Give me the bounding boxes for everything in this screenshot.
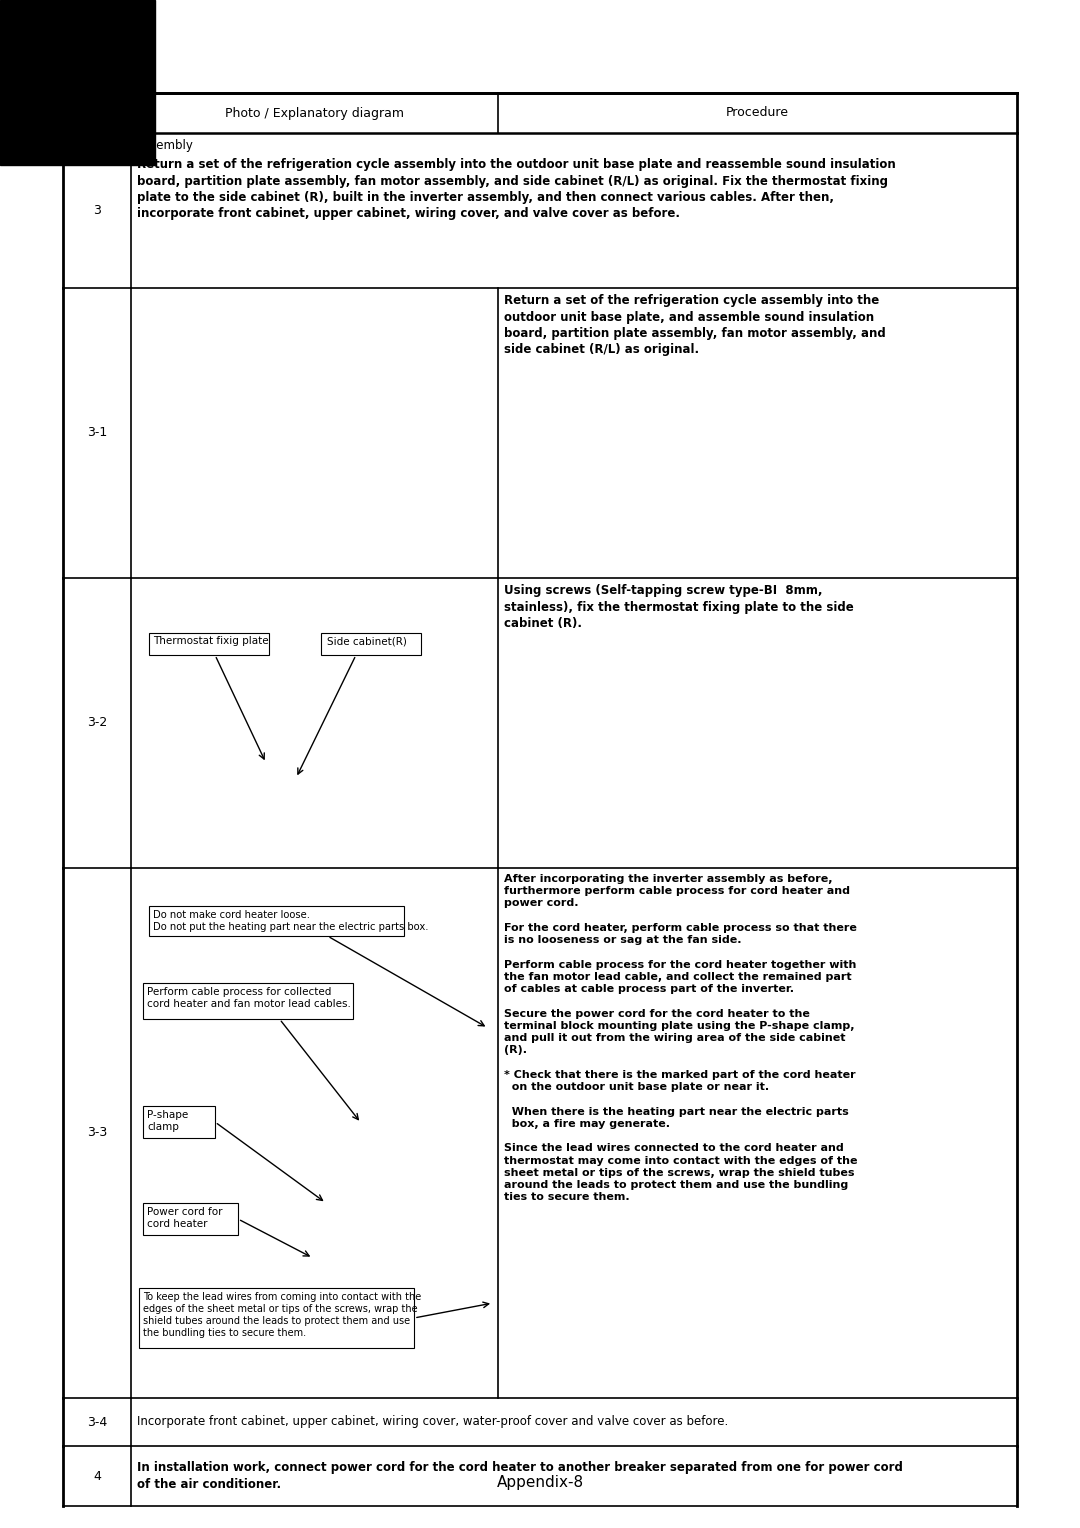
Text: 3-3: 3-3 [86,1126,107,1140]
Text: 3-2: 3-2 [86,717,107,729]
Text: Incorporate front cabinet, upper cabinet, wiring cover, water-proof cover and va: Incorporate front cabinet, upper cabinet… [137,1415,728,1429]
Bar [139,1288,414,1348]
Text: Do not make cord heater loose.
Do not put the heating part near the electric par: Do not make cord heater loose. Do not pu… [153,911,429,932]
Text: Return a set of the refrigeration cycle assembly into the
outdoor unit base plat: Return a set of the refrigeration cycle … [504,293,886,356]
Text: Power cord for
cord heater: Power cord for cord heater [147,1207,222,1229]
Bar [321,633,421,656]
Text: 4: 4 [93,1470,100,1482]
Text: Return a set of the refrigeration cycle assembly into the outdoor unit base plat: Return a set of the refrigeration cycle … [137,157,895,220]
Text: Procedure: Procedure [726,107,789,119]
Text: Assembly: Assembly [137,139,194,151]
Bar [149,633,269,656]
Bar [143,1203,238,1235]
Text: After incorporating the inverter assembly as before,
furthermore perform cable p: After incorporating the inverter assembl… [504,874,858,1203]
Text: No.: No. [86,107,107,119]
Text: 3: 3 [93,205,100,217]
Text: Using screws (Self-tapping screw type-BⅠ  8mm,
stainless), fix the thermostat fi: Using screws (Self-tapping screw type-BⅠ… [504,584,854,630]
Text: 3-4: 3-4 [86,1415,107,1429]
Text: In installation work, connect power cord for the cord heater to another breaker : In installation work, connect power cord… [137,1461,903,1491]
Bar [143,983,353,1019]
Text: Photo / Explanatory diagram: Photo / Explanatory diagram [225,107,404,119]
Bar [149,906,404,937]
Text: 3-1: 3-1 [86,426,107,440]
Text: Appendix-8: Appendix-8 [497,1476,583,1490]
Text: Thermostat fixig plate: Thermostat fixig plate [153,636,269,646]
Bar [143,1106,215,1138]
Text: Side cabinet(R): Side cabinet(R) [327,636,407,646]
Text: To keep the lead wires from coming into contact with the
edges of the sheet meta: To keep the lead wires from coming into … [143,1293,421,1339]
Bar [0,0,156,165]
Text: P-shape
clamp: P-shape clamp [147,1109,188,1132]
Text: Perform cable process for collected
cord heater and fan motor lead cables.: Perform cable process for collected cord… [147,987,351,1008]
